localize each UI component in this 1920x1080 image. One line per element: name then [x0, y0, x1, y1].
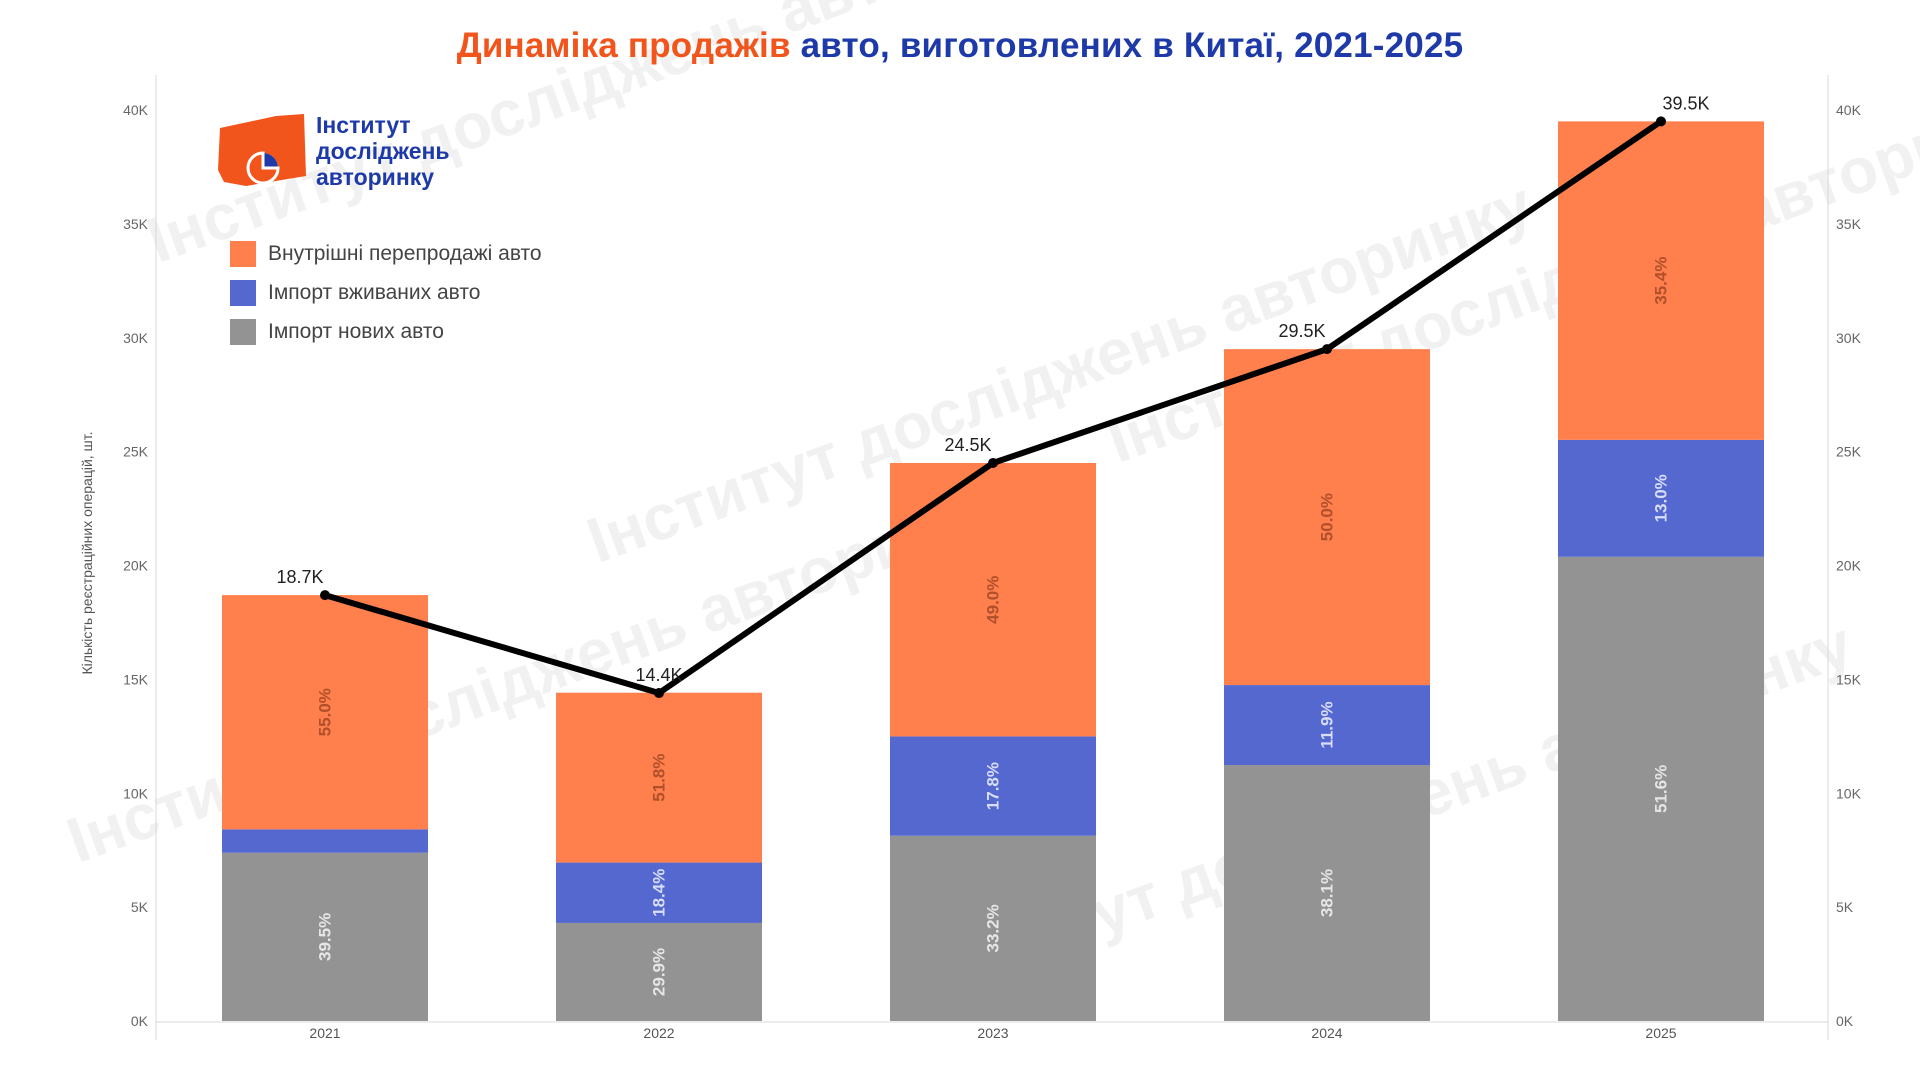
bar-segment: [1224, 765, 1430, 1021]
x-tick-label: 2022: [643, 1025, 674, 1041]
segment-percent-label: 33.2%: [984, 904, 1003, 952]
legend-label: Внутрішні перепродажі авто: [268, 241, 542, 265]
y-tick-label: 15K: [123, 671, 149, 687]
y-axis-title: Кількість реєстраційних операцій, шт.: [79, 431, 95, 675]
legend-label: Імпорт нових авто: [268, 319, 444, 343]
segment-percent-label: 29.9%: [650, 948, 669, 996]
legend-item-new-import: Імпорт нових авто: [230, 312, 542, 351]
x-tick-label: 2023: [977, 1025, 1008, 1041]
bar-segment: [890, 736, 1096, 836]
bar-segment: [890, 835, 1096, 1021]
legend-item-resales: Внутрішні перепродажі авто: [230, 234, 542, 273]
total-point: [1322, 344, 1332, 355]
legend-item-used-import: Імпорт вживаних авто: [230, 273, 542, 312]
bar-segment: [222, 829, 428, 853]
total-value-label: 18.7K: [276, 567, 323, 587]
y-secondary-tick-label: 20K: [1836, 558, 1862, 574]
logo-line: досліджень: [316, 138, 450, 164]
segment-percent-label: 39.5%: [316, 913, 335, 961]
y-secondary-tick-label: 0K: [1836, 1013, 1854, 1029]
chart-title-highlight: Динаміка продажів: [456, 26, 791, 65]
bar-segment: [222, 595, 428, 830]
total-point: [988, 458, 998, 469]
y-secondary-tick-label: 5K: [1836, 899, 1854, 915]
y-tick-label: 0K: [131, 1013, 149, 1029]
logo-text: Інститут досліджень авторинку: [316, 112, 450, 190]
y-secondary-tick-label: 40K: [1836, 102, 1862, 118]
bar-segment: [222, 852, 428, 1021]
y-secondary-tick-label: 15K: [1836, 671, 1862, 687]
logo-line: Інститут: [316, 112, 411, 138]
y-secondary-tick-label: 10K: [1836, 785, 1862, 801]
segment-percent-label: 55.0%: [316, 688, 335, 736]
bar-segment: [1558, 556, 1764, 1021]
bar-segment: [556, 922, 762, 1021]
segment-percent-label: 18.4%: [650, 869, 669, 917]
segment-percent-label: 13.0%: [1652, 474, 1671, 522]
bar-segment: [556, 692, 762, 863]
legend-label: Імпорт вживаних авто: [268, 280, 481, 304]
y-tick-label: 35K: [123, 216, 149, 232]
legend-swatch: [230, 318, 256, 345]
x-tick-label: 2024: [1311, 1025, 1342, 1041]
y-secondary-tick-label: 30K: [1836, 330, 1862, 346]
bar-segment: [1224, 349, 1430, 686]
segment-percent-label: 51.6%: [1652, 765, 1671, 813]
total-point: [1656, 116, 1666, 127]
segment-percent-label: 50.0%: [1318, 493, 1337, 541]
y-secondary-tick-label: 25K: [1836, 444, 1862, 460]
legend-swatch: [230, 240, 256, 267]
x-tick-label: 2021: [309, 1025, 340, 1041]
total-value-label: 14.4K: [635, 665, 682, 685]
total-point: [654, 688, 664, 699]
total-point: [320, 590, 330, 601]
bar-segment: [1558, 439, 1764, 557]
y-tick-label: 20K: [123, 558, 149, 574]
segment-percent-label: 49.0%: [984, 576, 1003, 624]
pie-chart-icon: [218, 114, 306, 186]
chart-title-rest: авто, виготовлених в Китаї, 2021-2025: [800, 26, 1464, 65]
segment-percent-label: 35.4%: [1652, 257, 1671, 305]
y-tick-label: 25K: [123, 444, 149, 460]
total-value-label: 39.5K: [1662, 93, 1709, 113]
bar-segment: [556, 862, 762, 923]
y-tick-label: 5K: [131, 899, 149, 915]
x-tick-label: 2025: [1645, 1025, 1676, 1041]
segment-percent-label: 38.1%: [1318, 869, 1337, 917]
y-tick-label: 40K: [123, 102, 149, 118]
total-value-label: 29.5K: [1278, 321, 1325, 341]
legend: Внутрішні перепродажі авто Імпорт вживан…: [230, 234, 542, 351]
logo-line: авторинку: [316, 164, 435, 190]
total-value-label: 24.5K: [944, 435, 991, 455]
segment-percent-label: 11.9%: [1318, 701, 1337, 748]
y-secondary-tick-label: 35K: [1836, 216, 1862, 232]
y-tick-label: 10K: [123, 785, 149, 801]
segment-percent-label: 51.8%: [650, 754, 669, 802]
legend-swatch: [230, 279, 256, 306]
bar-segment: [1558, 121, 1764, 440]
logo: Інститут досліджень авторинку: [216, 110, 506, 190]
chart-title: Динаміка продажів авто, виготовлених в К…: [0, 26, 1920, 66]
y-tick-label: 30K: [123, 330, 149, 346]
bar-segment: [1224, 685, 1430, 766]
segment-percent-label: 17.8%: [984, 762, 1003, 810]
